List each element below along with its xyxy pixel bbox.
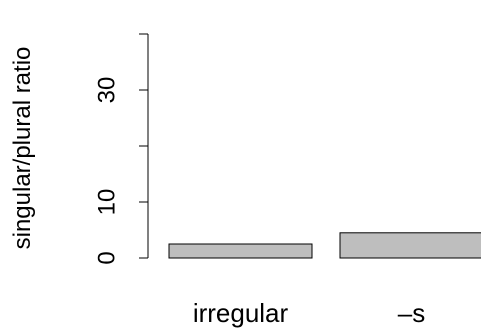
y-tick-label: 10 — [93, 189, 120, 216]
y-axis-title: singular/plural ratio — [9, 47, 36, 250]
y-axis: 0 10 30 — [93, 33, 149, 265]
category-label-0: irregular — [193, 298, 289, 328]
y-tick-label: 0 — [93, 251, 120, 264]
category-labels: irregular –s — [193, 298, 425, 328]
y-tick-label: 30 — [93, 77, 120, 104]
bar-1 — [339, 232, 481, 259]
bar-0 — [168, 243, 313, 259]
bars — [168, 232, 481, 259]
category-label-1: –s — [398, 298, 425, 328]
